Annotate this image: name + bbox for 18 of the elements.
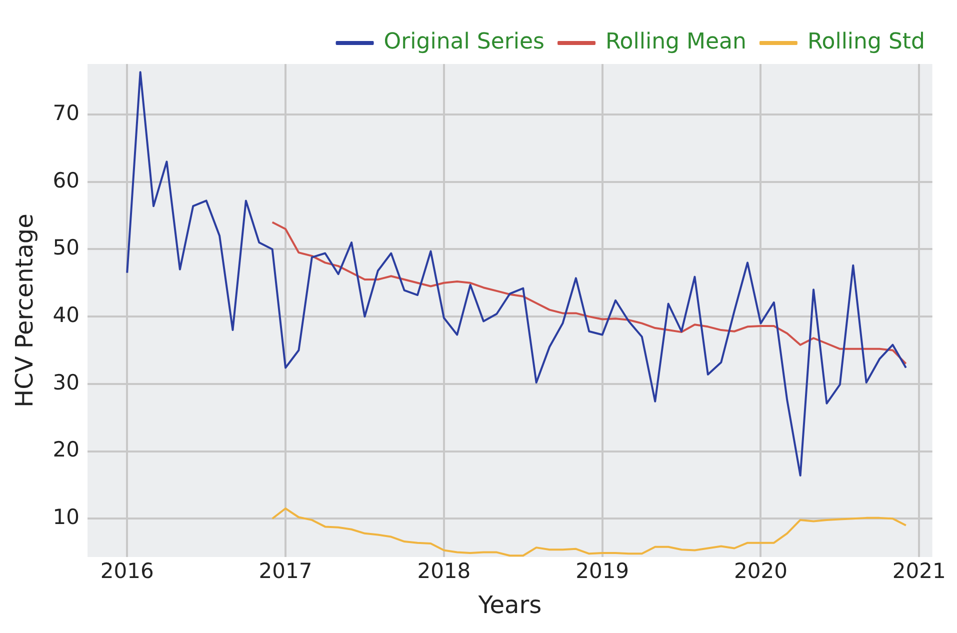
y-tick-label: 20 <box>52 438 80 462</box>
y-tick-label: 70 <box>52 100 80 125</box>
x-tick-label: 2016 <box>100 559 154 584</box>
y-tick-label: 10 <box>52 505 80 530</box>
legend-label: Rolling Std <box>807 30 926 55</box>
x-tick-label: 2017 <box>258 559 312 584</box>
x-tick-label: 2021 <box>892 559 946 584</box>
x-tick-label: 2019 <box>576 559 630 584</box>
y-tick-label: 40 <box>52 303 80 328</box>
x-tick-label: 2018 <box>417 559 471 584</box>
x-tick-label: 2020 <box>734 559 788 584</box>
y-tick-label: 30 <box>52 370 80 394</box>
legend-label: Original Series <box>384 30 545 55</box>
y-tick-label: 50 <box>52 236 80 260</box>
y-axis-title: HCV Percentage <box>10 214 39 408</box>
legend-label: Rolling Mean <box>606 30 746 55</box>
x-axis-title: Years <box>477 590 542 619</box>
y-tick-label: 60 <box>52 168 80 192</box>
